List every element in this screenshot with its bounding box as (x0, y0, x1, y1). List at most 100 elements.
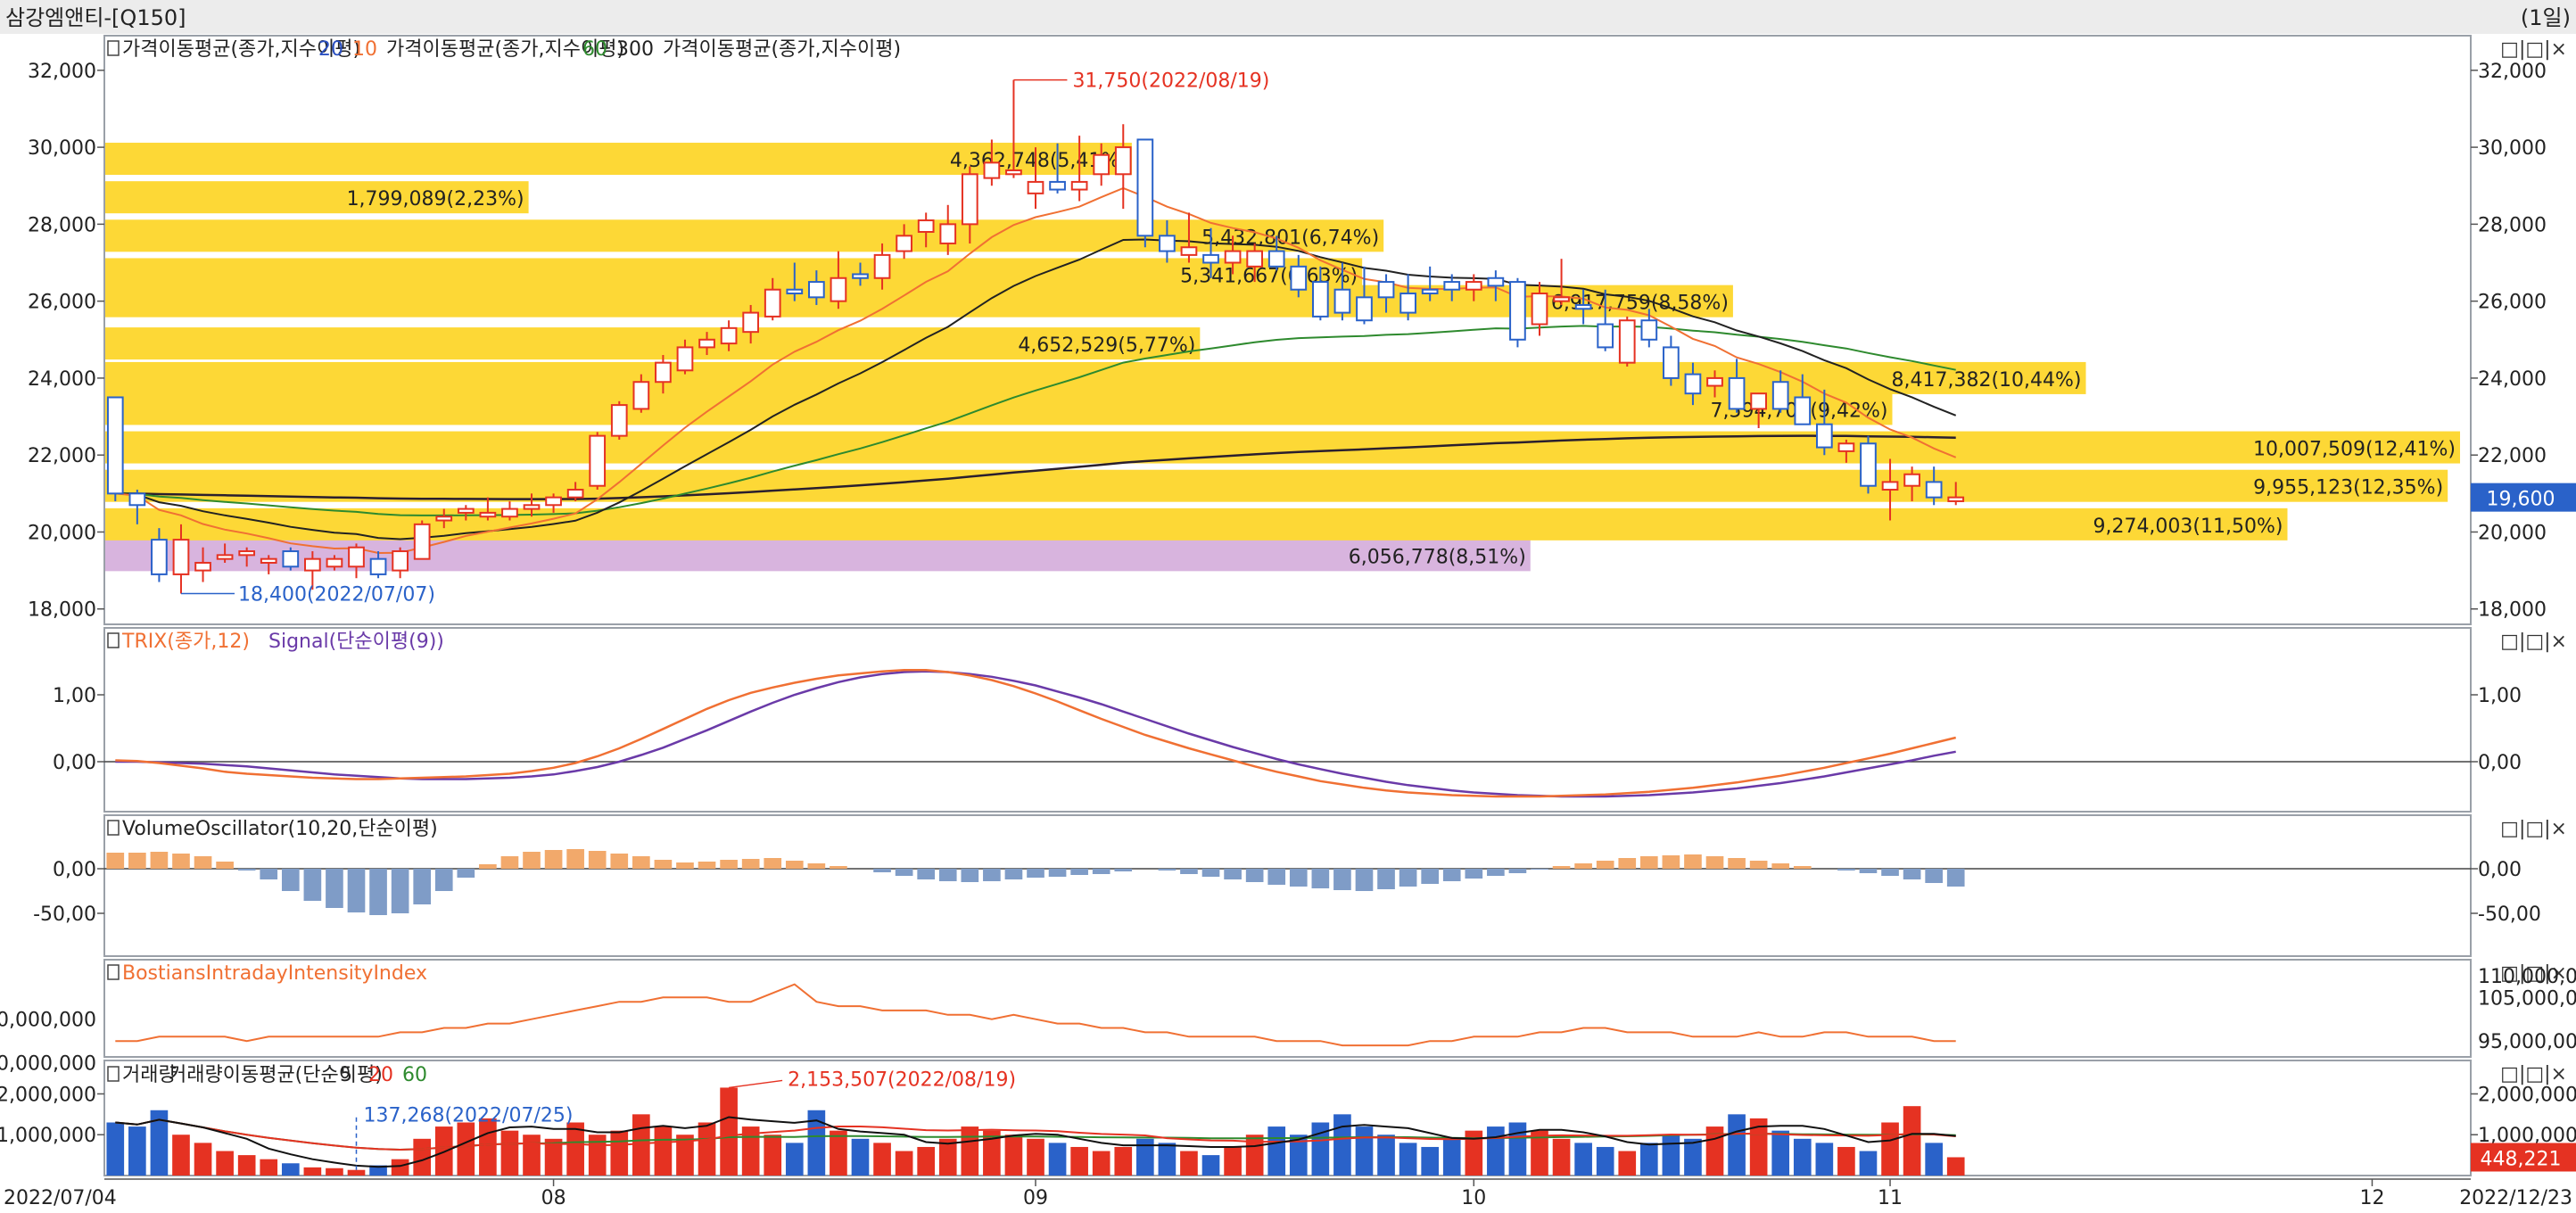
price-axis-tick-right-6: 30,000 (2478, 137, 2547, 160)
volume-bar-34 (851, 1138, 870, 1176)
bii-tick-left-1: 100,000,000 (0, 1010, 96, 1032)
bii-legend-item-0: BostiansIntradayIntensityIndex (122, 962, 427, 985)
candle-body-12 (369, 557, 387, 575)
volume-profile-band-10 (105, 181, 529, 214)
candle-body-53 (1267, 250, 1285, 268)
bii-tick-right-2: 110,000,000 (2478, 966, 2576, 988)
volume-bar-78 (1815, 1143, 1834, 1176)
volume-bar-33 (830, 1130, 847, 1176)
panel-window-buttons: □|□|× (2500, 1063, 2567, 1085)
vo-bar-42 (1027, 869, 1044, 878)
volume-profile-band-7 (105, 285, 1733, 318)
volume-bar-24 (632, 1114, 650, 1176)
panel-frames: □|□|× □|□|× □|□|× □|□|× □|□|× (103, 35, 2567, 1176)
candle-body-52 (1246, 250, 1264, 268)
ma300-line (115, 434, 1956, 500)
candle-body-38 (939, 223, 957, 244)
volume-bar-13 (391, 1159, 409, 1176)
current-volume-value: 448,221 (2481, 1148, 2562, 1170)
volume-oscillator-panel[interactable]: -50,00 -50,00 0,00 0,00 VolumeOscillator(10,… (33, 818, 2541, 926)
vo-bar-35 (873, 869, 891, 872)
vo-bar-38 (938, 869, 957, 881)
volume-bar-32 (807, 1110, 826, 1176)
panel-border-price (103, 35, 2472, 625)
volume-bar-63 (1487, 1126, 1505, 1176)
volume-legend-item-3: 20 (368, 1064, 393, 1086)
candle-body-57 (1356, 296, 1373, 322)
vo-bar-67 (1574, 863, 1592, 869)
candle-body-0 (106, 396, 124, 495)
volume-ma5-line (115, 1116, 1956, 1168)
volume-profile-label-9: 5,432,801(6,74%) (1201, 227, 1379, 249)
vo-axis-tick-right-0: -50,00 (2478, 904, 2541, 926)
candle-body-64 (1509, 281, 1526, 341)
candle-body-46 (1114, 146, 1132, 176)
price-axis-tick-left-1: 20,000 (28, 522, 96, 544)
vo-bar-8 (281, 869, 300, 891)
vo-bar-16 (457, 869, 475, 878)
price-axis-tick-left-7: 32,000 (28, 61, 96, 83)
volume-bar-26 (676, 1135, 694, 1176)
candle-body-47 (1136, 138, 1154, 237)
candle-body-50 (1202, 253, 1219, 264)
candle-body-30 (764, 288, 781, 318)
volume-bar-80 (1859, 1151, 1878, 1176)
vo-bar-48 (1158, 869, 1177, 871)
bostians-intraday-intensity-panel[interactable]: 90,000,000 100,000,000 95,000,000 105,000,0… (0, 962, 2576, 1076)
high-annotation: 31,750(2022/08/19) (1072, 70, 1269, 93)
vo-bar-80 (1859, 869, 1878, 873)
volume-bar-43 (1048, 1143, 1067, 1176)
trix-line (115, 669, 1956, 798)
candle-body-44 (1070, 180, 1088, 191)
vo-bar-84 (1946, 869, 1965, 887)
panel-window-buttons: □|□|× (2500, 631, 2567, 653)
bii-tick-right-1: 105,000,000 (2478, 987, 2576, 1010)
candle-body-40 (983, 161, 1001, 179)
candle-body-31 (786, 288, 804, 295)
vo-bar-20 (544, 850, 563, 869)
trix-panel[interactable]: 0,00 0,00 1,00 1,00 TRIX(종가,12) Signal(단순이평(9… (53, 631, 2522, 798)
volume-bar-30 (764, 1135, 782, 1176)
volume-bar-17 (479, 1118, 497, 1176)
volume-bar-5 (216, 1151, 234, 1176)
volume-profile-band-8 (105, 258, 1363, 291)
vo-axis-tick-right-1: 0,00 (2478, 859, 2522, 881)
price-panel[interactable]: 18,000 18,000 20,000 20,000 22,000 22,000 24,0… (28, 38, 2576, 622)
volume-bar-3 (172, 1135, 190, 1176)
candle-body-74 (1728, 376, 1746, 410)
volume-bar-68 (1596, 1146, 1614, 1176)
vo-bar-54 (1289, 869, 1308, 887)
vo-bar-2 (150, 852, 169, 869)
vo-bar-36 (895, 869, 913, 876)
candle-body-69 (1618, 319, 1636, 364)
vo-bar-19 (523, 852, 541, 869)
candle-body-36 (896, 235, 912, 252)
candle-body-29 (742, 311, 760, 334)
current-volume-tag (2471, 1143, 2576, 1172)
trix-axis-tick-right-0: 0,00 (2478, 752, 2522, 774)
volume-bar-44 (1070, 1146, 1088, 1176)
x-axis-start-label: 2022/07/04 (4, 1187, 117, 1209)
signal-line (115, 670, 1956, 798)
panel-window-buttons: □|□|× (2500, 962, 2567, 985)
vo-legend-checkbox-icon (107, 820, 120, 836)
x-axis: 2022/07/04 2022/12/23 08 09 10 11 12 (4, 1178, 2572, 1209)
candle-body-54 (1290, 265, 1308, 291)
current-price-tag (2471, 483, 2576, 512)
volume-profile-band-11 (105, 143, 1132, 176)
candle-body-37 (917, 219, 935, 233)
candle-body-32 (808, 281, 825, 299)
volume-bar-48 (1158, 1143, 1177, 1176)
volume-bar-65 (1531, 1130, 1548, 1176)
bii-tick-left-0: 90,000,000 (0, 1053, 96, 1076)
volume-bar-39 (961, 1126, 979, 1176)
volume-bar-37 (917, 1146, 936, 1176)
vo-bar-52 (1245, 869, 1264, 882)
volume-legend-item-0: 거래량 (122, 1064, 177, 1086)
vo-bar-9 (303, 869, 322, 901)
vo-bar-43 (1048, 869, 1067, 877)
vo-bar-65 (1531, 869, 1548, 870)
